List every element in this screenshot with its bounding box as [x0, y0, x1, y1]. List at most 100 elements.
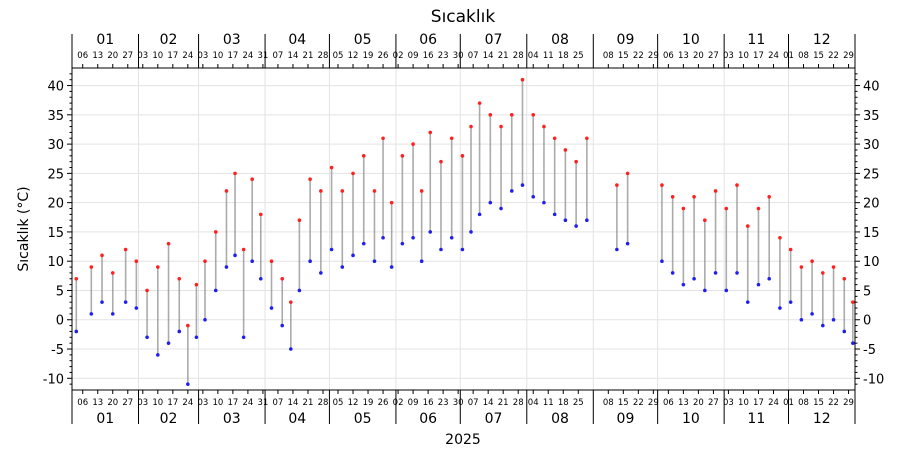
min-point: [625, 241, 630, 246]
min-point: [428, 230, 433, 234]
month-label-bottom: 05: [354, 411, 372, 427]
max-point: [145, 288, 149, 293]
day-label-bottom: 27: [708, 398, 719, 408]
max-point: [788, 247, 793, 252]
day-label-bottom: 13: [678, 398, 689, 408]
day-label-bottom: 31: [258, 398, 269, 408]
max-point: [186, 323, 190, 328]
min-point: [703, 288, 707, 293]
day-label-bottom: 03: [197, 398, 208, 408]
day-label-top: 20: [107, 51, 118, 61]
max-point: [520, 77, 525, 82]
min-point: [735, 271, 739, 275]
day-label-bottom: 14: [288, 398, 299, 408]
month-label-bottom: 11: [747, 411, 765, 427]
day-label-bottom: 25: [573, 398, 584, 408]
y-tick-label: 10: [47, 255, 64, 270]
day-label-bottom: 27: [122, 398, 133, 408]
max-point: [289, 300, 293, 304]
min-point: [469, 230, 473, 234]
y-axis: -10 -10 -5 -5 0 0 5 5 10 10 15 15 20 20 25 25 30 30 35 35 40…: [43, 73, 884, 387]
min-point: [799, 317, 804, 322]
y-tick-label: -5: [51, 343, 64, 358]
y-tick-label-right: 35: [863, 109, 880, 124]
min-point: [213, 288, 218, 293]
x-axis-label: 2025: [445, 432, 481, 448]
day-label-top: 24: [768, 51, 779, 61]
max-point: [670, 195, 675, 199]
day-label-top: 05: [333, 51, 344, 61]
day-label-top: 04: [528, 51, 539, 61]
min-point: [615, 247, 619, 252]
y-tick-label-right: 10: [863, 255, 880, 270]
max-point: [134, 259, 139, 264]
max-point: [361, 154, 366, 158]
y-tick-label: 20: [47, 197, 64, 212]
max-point: [241, 247, 246, 252]
month-label-top: 12: [813, 32, 831, 48]
day-label-bottom: 01: [783, 398, 794, 408]
day-label-top: 16: [423, 51, 434, 61]
day-label-top: 08: [603, 51, 614, 61]
day-label-top: 13: [678, 51, 689, 61]
max-point: [110, 271, 115, 275]
min-point: [233, 253, 237, 258]
day-label-top: 10: [152, 51, 163, 61]
day-label-top: 03: [723, 51, 734, 61]
min-point: [778, 306, 782, 310]
day-label-top: 23: [438, 51, 449, 61]
min-point: [340, 265, 345, 269]
max-point: [767, 195, 771, 199]
y-tick-label: 0: [56, 314, 64, 329]
min-point: [241, 335, 246, 340]
y-tick-label: 5: [56, 284, 64, 299]
day-label-top: 12: [348, 51, 359, 61]
min-point: [509, 189, 514, 193]
max-point: [269, 259, 274, 264]
day-label-bottom: 06: [77, 398, 88, 408]
max-point: [660, 183, 664, 187]
min-point: [724, 288, 729, 293]
max-point: [224, 189, 229, 193]
day-label-bottom: 19: [363, 398, 374, 408]
max-point: [258, 212, 263, 217]
month-label-bottom: 01: [96, 411, 114, 427]
min-point: [713, 271, 718, 275]
grid: [72, 68, 855, 390]
min-point: [258, 276, 263, 281]
max-point: [585, 136, 589, 141]
day-label-bottom: 10: [738, 398, 749, 408]
max-point: [381, 136, 385, 141]
max-point: [488, 113, 493, 117]
y-tick-label-right: 25: [863, 167, 880, 182]
max-point: [123, 247, 128, 252]
day-label-bottom: 13: [92, 398, 103, 408]
max-point: [351, 171, 355, 176]
min-point: [269, 306, 274, 310]
y-tick-label-right: 15: [863, 226, 880, 241]
min-series: [74, 183, 855, 386]
month-label-top: 03: [223, 32, 241, 48]
day-label-bottom: 23: [438, 398, 449, 408]
min-point: [851, 341, 855, 345]
day-label-bottom: 09: [408, 398, 419, 408]
min-point: [100, 300, 104, 304]
min-point: [89, 312, 94, 316]
month-label-top: 10: [682, 32, 700, 48]
min-point: [745, 300, 750, 304]
day-label-bottom: 30: [453, 398, 464, 408]
month-label-bottom: 03: [223, 411, 241, 427]
day-label-bottom: 24: [768, 398, 779, 408]
y-tick-label: 25: [47, 167, 64, 182]
max-point: [724, 206, 729, 211]
y-tick-label-right: 20: [863, 197, 880, 212]
day-label-top: 27: [122, 51, 133, 61]
day-label-top: 24: [242, 51, 253, 61]
day-label-top: 03: [137, 51, 148, 61]
min-point: [563, 218, 568, 223]
y-tick-label-right: -5: [863, 343, 876, 358]
min-point: [499, 206, 503, 211]
day-label-top: 11: [543, 51, 554, 61]
day-label-top: 18: [558, 51, 569, 61]
